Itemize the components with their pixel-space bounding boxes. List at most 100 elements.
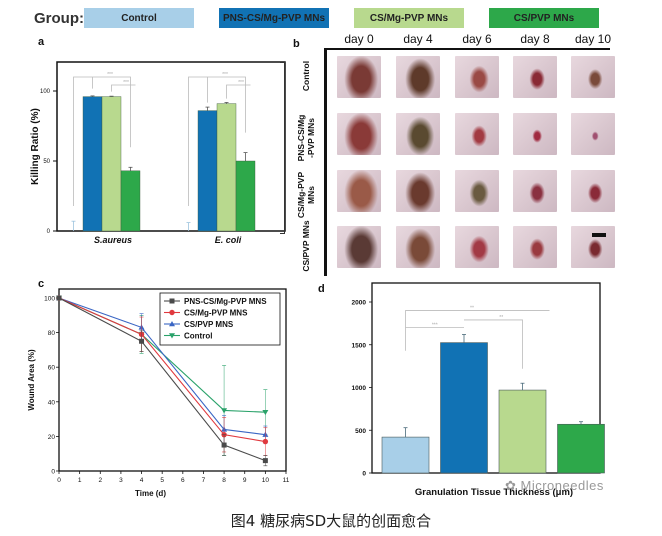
y-tick-label: 100 xyxy=(40,89,51,95)
row-bracket xyxy=(280,62,285,234)
data-point xyxy=(139,338,145,344)
series-line xyxy=(58,297,266,443)
chart-wound-area: 0 1 2 3 4 5 6 7 8 9 10 11 0 20 40 60 80 100 Time (d) Wound … xyxy=(27,288,290,498)
wound-photo xyxy=(455,226,499,268)
y-tick-label: 1500 xyxy=(352,342,367,349)
bar xyxy=(498,389,547,474)
figure-caption: 图4 糖尿病SD大鼠的创面愈合 xyxy=(230,512,432,530)
data-point xyxy=(169,333,175,339)
x-tick-label: 3 xyxy=(119,477,123,484)
wound-photo xyxy=(455,170,499,212)
data-point xyxy=(56,295,62,301)
significance-label: *** xyxy=(432,323,438,329)
x-tick-label: 9 xyxy=(243,477,247,484)
bar xyxy=(557,423,605,474)
wound-photo xyxy=(337,113,381,155)
significance-label: ** xyxy=(499,315,503,321)
significance-bracket xyxy=(111,84,136,92)
legend-chip-label: Control xyxy=(121,12,157,24)
day-label: day 10 xyxy=(574,32,612,46)
legend-box xyxy=(159,292,281,346)
x-category-label: S.aureus xyxy=(94,235,132,245)
y-tick-label: 0 xyxy=(362,471,366,478)
legend-chip-cspvp: CS/PVP MNs xyxy=(489,8,599,28)
x-tick-label: 8 xyxy=(222,477,226,484)
x-axis-label: Granulation Tissue Thickness (μm) xyxy=(415,487,573,498)
data-point xyxy=(221,408,228,414)
panel-letter-a: a xyxy=(38,36,45,48)
x-tick-label: 5 xyxy=(160,477,164,484)
legend-label: CS/PVP MNS xyxy=(184,320,234,329)
series-line xyxy=(58,297,266,462)
wound-photo xyxy=(396,113,440,155)
y-tick-label: 40 xyxy=(48,399,56,406)
watermark-text: Microneedles xyxy=(520,478,604,493)
x-tick-label: 1 xyxy=(78,477,82,484)
legend-chip-control: Control xyxy=(84,8,194,28)
panel-letter-d: d xyxy=(318,283,325,295)
y-axis-label: Wound Area (%) xyxy=(27,349,36,411)
y-tick-label: 60 xyxy=(48,365,56,372)
wound-photo-grid: day 0 day 4 day 6 day 8 day 10 Control PNS-CS… xyxy=(280,32,615,276)
wound-photo xyxy=(571,113,615,155)
y-tick-label: 0 xyxy=(47,229,51,235)
plot-frame xyxy=(56,61,286,232)
x-tick-label: 2 xyxy=(98,477,102,484)
bar xyxy=(440,342,488,474)
grid-axis-vertical xyxy=(324,48,327,276)
wound-photo xyxy=(337,226,381,268)
wound-photo xyxy=(337,170,381,212)
legend-label: CS/Mg-PVP MNS xyxy=(184,309,248,318)
group-legend-label: Group: xyxy=(34,10,84,27)
significance-bracket xyxy=(188,76,246,206)
row-label: Control xyxy=(301,60,311,92)
series-line xyxy=(58,297,266,436)
wound-photo xyxy=(571,56,615,98)
significance-label: ** xyxy=(470,306,474,312)
wechat-icon: ✿ xyxy=(505,478,521,493)
wound-photo xyxy=(571,170,615,212)
significance-bracket xyxy=(73,76,131,206)
significance-label: *** xyxy=(222,72,228,78)
significance-bracket xyxy=(226,84,251,99)
x-tick-label: 6 xyxy=(181,477,185,484)
significance-bracket xyxy=(405,310,550,351)
day-label: day 6 xyxy=(462,32,492,46)
wound-photo xyxy=(513,170,557,212)
x-tick-label: 4 xyxy=(140,477,144,484)
chart-granulation-thickness: 0 500 1000 1500 2000 Granulation Tissue Thick… xyxy=(352,282,605,498)
panel-letter-b: b xyxy=(293,38,300,50)
wound-photo xyxy=(455,113,499,155)
wound-photo xyxy=(455,56,499,98)
scale-bar xyxy=(592,233,606,237)
legend-chip-label: CS/PVP MNs xyxy=(513,12,575,24)
plot-frame xyxy=(58,288,287,472)
data-point xyxy=(169,298,175,304)
data-point xyxy=(169,321,175,327)
bar xyxy=(381,436,430,474)
y-tick-label: 0 xyxy=(51,469,55,476)
x-tick-label: 10 xyxy=(262,477,270,484)
day-label: day 0 xyxy=(344,32,374,46)
significance-label: *** xyxy=(238,80,244,86)
wound-photo xyxy=(396,170,440,212)
y-tick-label: 100 xyxy=(44,296,55,303)
data-point xyxy=(262,409,269,416)
wound-photo xyxy=(396,56,440,98)
group-legend: Group: Control PNS-CS/Mg-PVP MNs CS/Mg-P… xyxy=(0,8,662,30)
legend-chip-label: PNS-CS/Mg-PVP MNs xyxy=(222,12,326,24)
x-category-label: E. coli xyxy=(215,235,242,245)
significance-bracket xyxy=(464,319,523,369)
significance-label: *** xyxy=(107,72,113,78)
legend-chip-csmg: CS/Mg-PVP MNs xyxy=(354,8,464,28)
legend-label: PNS-CS/Mg-PVP MNS xyxy=(184,297,267,306)
y-axis-label: Killing Ratio (%) xyxy=(30,108,41,185)
panel-letter-c: c xyxy=(38,278,45,290)
chart-killing-ratio: 0 50 100 Killing Ratio (%) S.aureus *** *** E. … xyxy=(30,61,286,245)
watermark: ✿ Microneedles xyxy=(505,478,604,494)
row-label: CS/PVP MNs xyxy=(301,220,311,272)
x-tick-label: 11 xyxy=(283,477,290,484)
row-label: PNS-CS/Mg -PVP MNs xyxy=(296,114,316,162)
wound-photo xyxy=(513,226,557,268)
wound-photo xyxy=(513,56,557,98)
